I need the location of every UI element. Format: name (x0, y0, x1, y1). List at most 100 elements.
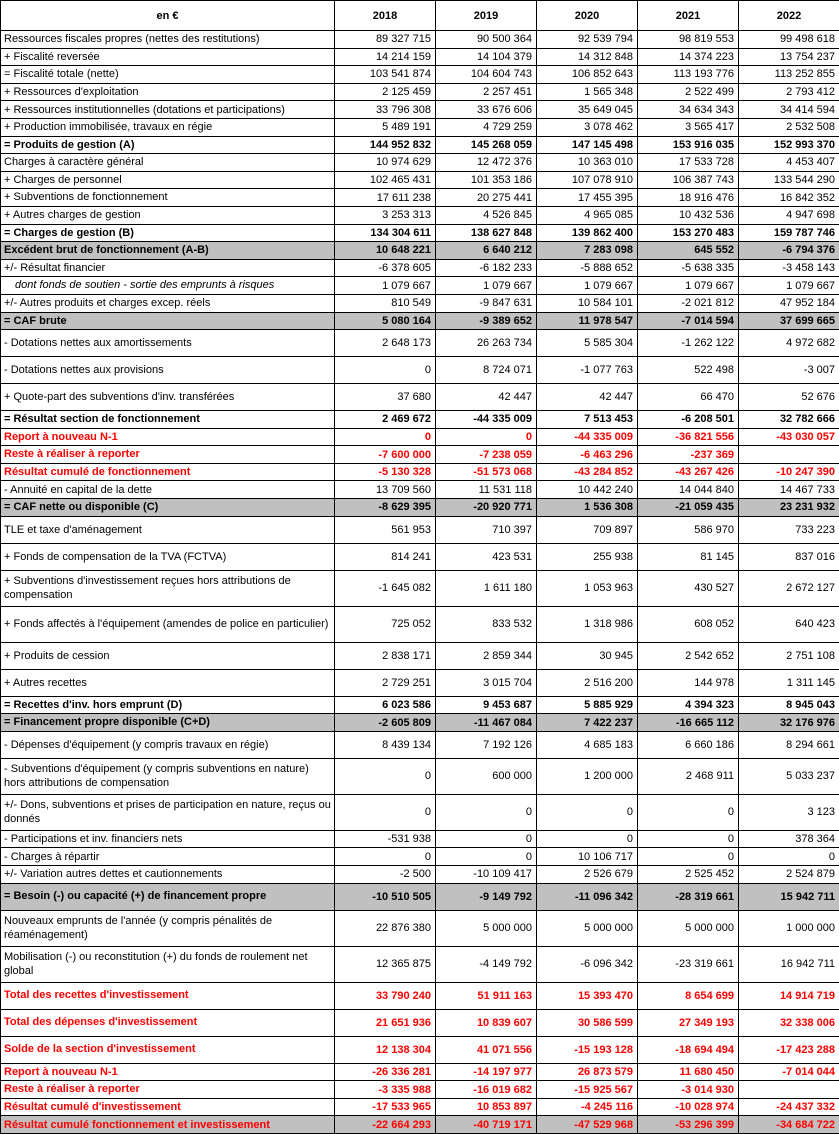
row-label: dont fonds de soutien - sortie des empru… (1, 277, 335, 295)
value-cell-2022 (739, 1081, 839, 1099)
value-cell-2018: -22 664 293 (335, 1116, 436, 1134)
row-label: +/- Résultat financier (1, 259, 335, 277)
value-cell-2021: -5 638 335 (638, 259, 739, 277)
row-label: = CAF brute (1, 312, 335, 330)
row-label: Total des dépenses d'investissement (1, 1009, 335, 1036)
value-cell-2021: 4 394 323 (638, 696, 739, 714)
value-cell-2018: 13 709 560 (335, 481, 436, 499)
value-cell-2019: 710 397 (436, 516, 537, 543)
value-cell-2021: 14 374 223 (638, 48, 739, 66)
table-row: Excédent brut de fonctionnement (A-B)10 … (1, 242, 839, 260)
value-cell-2019: -10 109 417 (436, 866, 537, 884)
value-cell-2022: -34 684 722 (739, 1116, 839, 1134)
table-row: - Participations et inv. financiers nets… (1, 830, 839, 848)
row-label: - Annuité en capital de la dette (1, 481, 335, 499)
value-cell-2022: 159 787 746 (739, 224, 839, 242)
value-cell-2021: 34 634 343 (638, 101, 739, 119)
value-cell-2019: 600 000 (436, 758, 537, 794)
row-label: +/- Dons, subventions et prises de parti… (1, 794, 335, 830)
value-cell-2021: 2 522 499 (638, 83, 739, 101)
row-label: - Charges à répartir (1, 848, 335, 866)
value-cell-2019: -16 019 682 (436, 1081, 537, 1099)
value-cell-2020: 14 312 848 (537, 48, 638, 66)
value-cell-2019: 145 268 059 (436, 136, 537, 154)
value-cell-2019: -7 238 059 (436, 446, 537, 464)
value-cell-2019: 6 640 212 (436, 242, 537, 260)
value-cell-2020: 2 526 679 (537, 866, 638, 884)
value-cell-2018: 10 974 629 (335, 154, 436, 172)
row-label: + Fonds affectés à l'équipement (amendes… (1, 606, 335, 642)
row-label: + Subventions de fonctionnement (1, 189, 335, 207)
value-cell-2020: 2 516 200 (537, 669, 638, 696)
value-cell-2019: -40 719 171 (436, 1116, 537, 1134)
value-cell-2022: -3 458 143 (739, 259, 839, 277)
value-cell-2022: 4 947 698 (739, 206, 839, 224)
value-cell-2019: 1 611 180 (436, 570, 537, 606)
value-cell-2019: 12 472 376 (436, 154, 537, 172)
value-cell-2018: -17 533 965 (335, 1098, 436, 1116)
table-row: = Financement propre disponible (C+D)-2 … (1, 714, 839, 732)
value-cell-2020: 10 363 010 (537, 154, 638, 172)
row-label: +/- Autres produits et charges excep. ré… (1, 294, 335, 312)
value-cell-2022: 2 532 508 (739, 118, 839, 136)
value-cell-2020: 1 200 000 (537, 758, 638, 794)
row-label: Nouveaux emprunts de l'année (y compris … (1, 910, 335, 946)
value-cell-2022: 47 952 184 (739, 294, 839, 312)
value-cell-2022: 23 231 932 (739, 499, 839, 517)
value-cell-2018: -7 600 000 (335, 446, 436, 464)
row-label: = Recettes d'inv. hors emprunt (D) (1, 696, 335, 714)
row-label: Total des recettes d'investissement (1, 982, 335, 1009)
table-row: +/- Variation autres dettes et cautionne… (1, 866, 839, 884)
table-row: = Besoin (-) ou capacité (+) de financem… (1, 883, 839, 910)
value-cell-2021: -28 319 661 (638, 883, 739, 910)
value-cell-2019: -14 197 977 (436, 1063, 537, 1081)
value-cell-2018: 5 080 164 (335, 312, 436, 330)
value-cell-2018: 2 125 459 (335, 83, 436, 101)
value-cell-2019: -6 182 233 (436, 259, 537, 277)
value-cell-2021: 17 533 728 (638, 154, 739, 172)
value-cell-2022: 8 294 661 (739, 731, 839, 758)
value-cell-2021: -7 014 594 (638, 312, 739, 330)
value-cell-2020: 30 945 (537, 642, 638, 669)
value-cell-2022: 4 972 682 (739, 330, 839, 357)
table-row: dont fonds de soutien - sortie des empru… (1, 277, 839, 295)
value-cell-2018: -5 130 328 (335, 463, 436, 481)
table-row: + Ressources institutionnelles (dotation… (1, 101, 839, 119)
row-label: = Produits de gestion (A) (1, 136, 335, 154)
table-body: Ressources fiscales propres (nettes des … (1, 31, 839, 1134)
table-row: - Dépenses d'équipement (y compris trava… (1, 731, 839, 758)
table-row: - Subventions d'équipement (y compris su… (1, 758, 839, 794)
value-cell-2022: -43 030 057 (739, 428, 839, 446)
value-cell-2018: 2 469 672 (335, 411, 436, 429)
value-cell-2021: 81 145 (638, 543, 739, 570)
row-label: Reste à réaliser à reporter (1, 1081, 335, 1099)
table-row: Report à nouveau N-1-26 336 281-14 197 9… (1, 1063, 839, 1081)
table-row: Résultat cumulé fonctionnement et invest… (1, 1116, 839, 1134)
value-cell-2018: 21 651 936 (335, 1009, 436, 1036)
table-row: Résultat cumulé de fonctionnement-5 130 … (1, 463, 839, 481)
value-cell-2018: 814 241 (335, 543, 436, 570)
value-cell-2022: 37 699 665 (739, 312, 839, 330)
value-cell-2020: 255 938 (537, 543, 638, 570)
value-cell-2018: 2 838 171 (335, 642, 436, 669)
value-cell-2020: 3 078 462 (537, 118, 638, 136)
value-cell-2021: 3 565 417 (638, 118, 739, 136)
value-cell-2022: 32 176 976 (739, 714, 839, 732)
value-cell-2019: 0 (436, 848, 537, 866)
value-cell-2019: 51 911 163 (436, 982, 537, 1009)
value-cell-2020: 1 565 348 (537, 83, 638, 101)
value-cell-2020: 10 106 717 (537, 848, 638, 866)
value-cell-2019: 833 532 (436, 606, 537, 642)
value-cell-2019: -9 149 792 (436, 883, 537, 910)
value-cell-2021: 10 432 536 (638, 206, 739, 224)
table-row: +/- Dons, subventions et prises de parti… (1, 794, 839, 830)
unit-header: en € (1, 1, 335, 31)
value-cell-2018: 0 (335, 848, 436, 866)
value-cell-2022: 1 079 667 (739, 277, 839, 295)
